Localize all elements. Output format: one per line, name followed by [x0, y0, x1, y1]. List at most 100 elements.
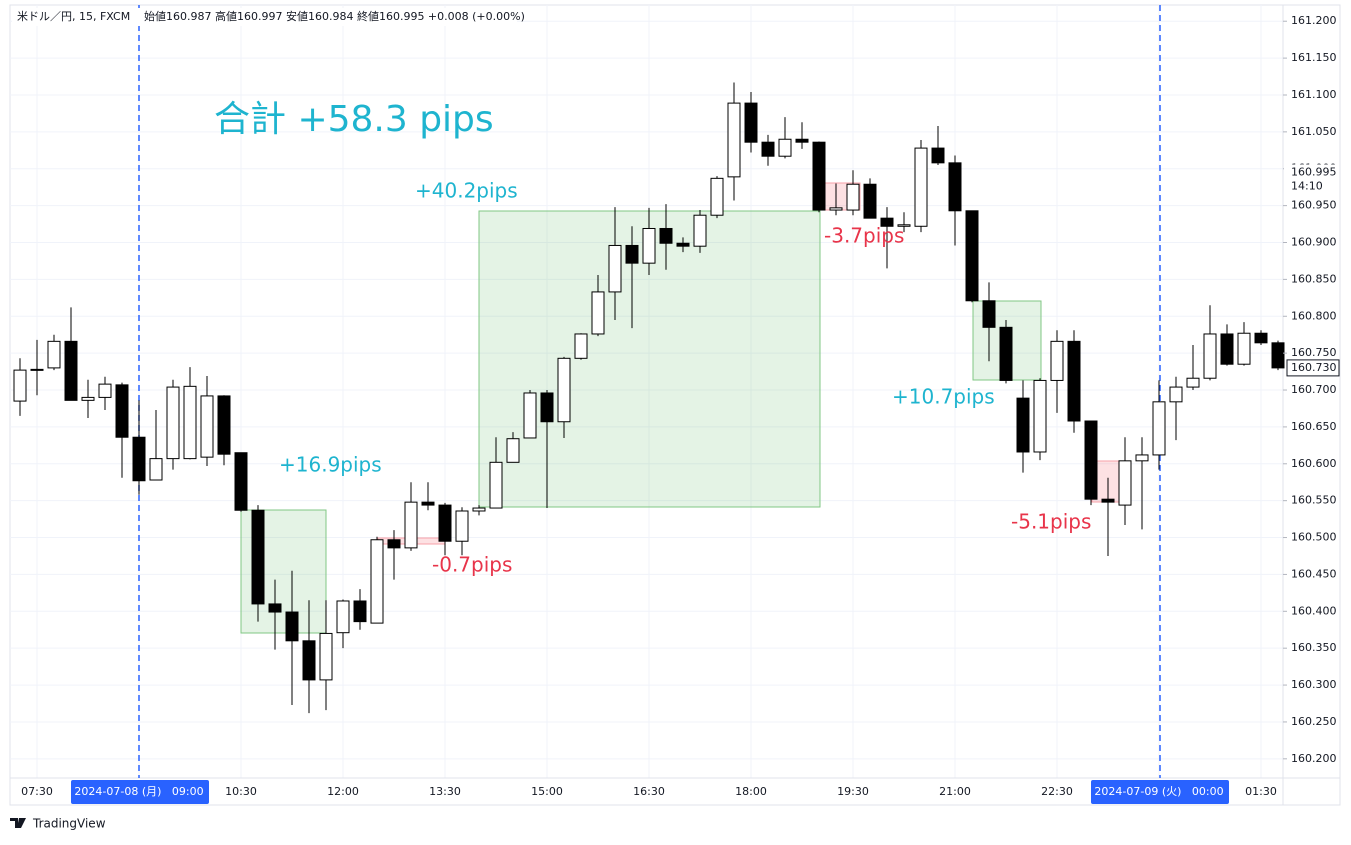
- candle-body: [914, 147, 928, 227]
- candle-body: [1186, 377, 1200, 388]
- candle-body: [523, 392, 537, 439]
- candle-body: [1050, 340, 1064, 381]
- candle-body: [251, 509, 265, 605]
- candle-body: [183, 385, 197, 460]
- candle-body: [1135, 454, 1149, 462]
- x-tick-highlight: [1091, 780, 1229, 804]
- y-tick-label: 160.350: [1291, 641, 1337, 654]
- price-tag: 160.995: [1291, 165, 1337, 178]
- candle-body: [489, 461, 503, 509]
- y-tick-label: 160.750: [1291, 346, 1337, 359]
- candle-body: [421, 501, 435, 506]
- annotation: +16.9pips: [279, 453, 382, 477]
- x-tick-label: 07:30: [21, 785, 53, 798]
- x-tick-highlight: [71, 780, 209, 804]
- candle-body: [98, 383, 112, 398]
- candle-body: [1016, 397, 1030, 453]
- candle-body: [676, 242, 690, 247]
- candle-body: [1033, 379, 1047, 453]
- candle-body: [115, 384, 129, 438]
- candle-body: [693, 214, 707, 247]
- candle-body: [574, 333, 588, 359]
- ohlc-header: 始値160.987 高値160.997 安値160.984 終値160.995 …: [144, 9, 525, 23]
- y-tick-label: 160.650: [1291, 420, 1337, 433]
- x-tick-label: 2024-07-09 (火) 00:00: [1094, 785, 1223, 798]
- y-tick-label: 160.950: [1291, 199, 1337, 212]
- annotation: +40.2pips: [415, 179, 518, 203]
- candle-body: [149, 458, 163, 481]
- candle-body: [1101, 498, 1115, 503]
- x-tick-label: 21:00: [939, 785, 971, 798]
- x-tick-label: 13:30: [429, 785, 461, 798]
- annotation: -3.7pips: [824, 224, 904, 248]
- y-tick-label: 161.050: [1291, 125, 1337, 138]
- x-tick-label: 22:30: [1041, 785, 1073, 798]
- candle-body: [438, 504, 452, 542]
- candle-body: [931, 147, 945, 164]
- y-tick-label: 160.500: [1291, 531, 1337, 544]
- candle-body: [778, 138, 792, 157]
- last-price-bg: [1286, 359, 1340, 377]
- last-price: 160.730: [1291, 361, 1337, 374]
- candle-body: [1237, 332, 1251, 365]
- y-tick-label: 161.200: [1291, 14, 1337, 27]
- candle-body: [1152, 401, 1166, 456]
- candle-body: [302, 640, 316, 681]
- candle-body: [1203, 333, 1217, 379]
- y-tick-label: 160.200: [1291, 752, 1337, 765]
- countdown: 14:10: [1291, 179, 1323, 192]
- candle-body: [387, 539, 401, 549]
- candle-body: [455, 510, 469, 542]
- candle-body: [268, 603, 282, 613]
- candle-body: [1067, 340, 1081, 422]
- candle-body: [625, 244, 639, 264]
- candle-body: [863, 183, 877, 219]
- candle-body: [591, 291, 605, 335]
- annotation: -0.7pips: [432, 553, 512, 577]
- candle-body: [47, 340, 61, 369]
- x-tick-label: 15:00: [531, 785, 563, 798]
- candle-body: [1254, 332, 1268, 344]
- candle-body: [13, 369, 27, 402]
- candle-body: [404, 501, 418, 549]
- candle-body: [1220, 333, 1234, 365]
- axes: 160.200 160.250 160.300 160.350 160.400 160.4…: [21, 14, 1340, 804]
- total-label: 合計 +58.3 pips: [214, 99, 494, 140]
- candle-body: [761, 141, 775, 157]
- y-tick-label: 160.800: [1291, 309, 1337, 322]
- candle-body: [982, 300, 996, 328]
- candle-body: [336, 600, 350, 634]
- y-tick-label: 160.550: [1291, 494, 1337, 507]
- candle-body: [829, 207, 843, 211]
- candle-body: [1271, 342, 1285, 369]
- candle-body: [132, 436, 146, 482]
- y-tick-label: 161.150: [1291, 51, 1337, 64]
- x-tick-label: 16:30: [633, 785, 665, 798]
- candle-body: [948, 162, 962, 212]
- candle-body: [472, 507, 486, 512]
- candle-body: [965, 210, 979, 302]
- candle-body: [557, 357, 571, 423]
- candle-body: [1169, 386, 1183, 403]
- candle-body: [285, 611, 299, 642]
- candle-body: [608, 244, 622, 293]
- candle-body: [744, 102, 758, 143]
- y-tick-label: 160.600: [1291, 457, 1337, 470]
- brand-logo: [10, 818, 26, 828]
- y-tick-label: 160.450: [1291, 567, 1337, 580]
- y-tick-label: 160.300: [1291, 678, 1337, 691]
- y-tick-label: 160.850: [1291, 272, 1337, 285]
- x-tick-label: 01:30: [1245, 785, 1277, 798]
- x-tick-label: 2024-07-08 (月) 09:00: [74, 785, 203, 798]
- candle-body: [166, 386, 180, 460]
- candle-body: [319, 632, 333, 681]
- brand: TradingView: [10, 817, 106, 831]
- candle-body: [81, 396, 95, 401]
- candle-body: [353, 600, 367, 623]
- price-tag-bg: [1284, 164, 1339, 195]
- symbol-header: 米ドル／円, 15, FXCM: [17, 10, 130, 23]
- y-tick-label: 160.900: [1291, 236, 1337, 249]
- candle-body: [659, 227, 673, 244]
- candle-body: [64, 340, 78, 401]
- y-tick-label: 160.700: [1291, 383, 1337, 396]
